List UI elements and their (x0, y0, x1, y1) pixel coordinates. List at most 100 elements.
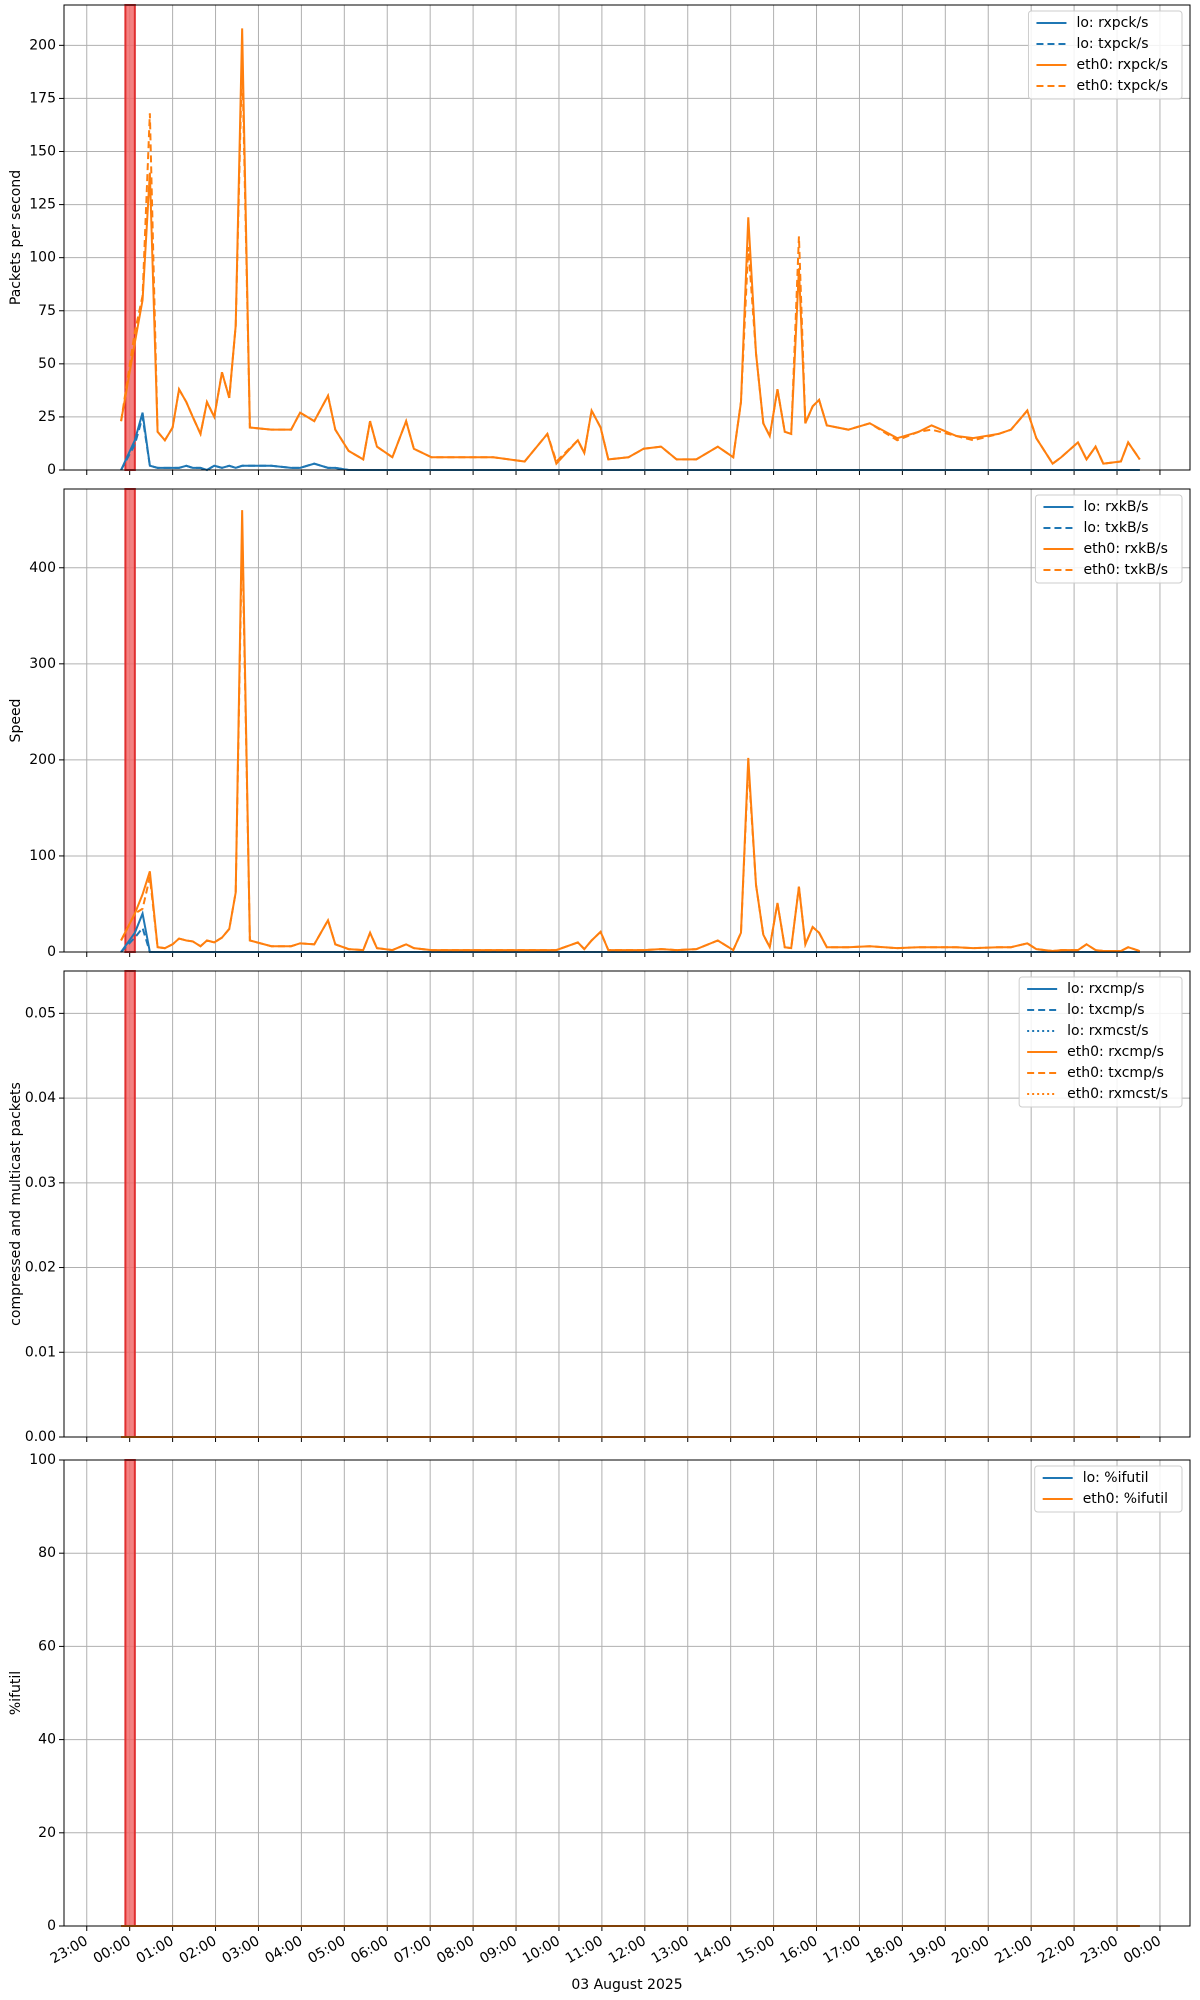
y-tick-label: 0.04 (25, 1090, 56, 1106)
legend-label: eth0: txcmp/s (1067, 1065, 1164, 1081)
series-line (120, 55, 1141, 466)
y-tick-label: 0.03 (25, 1175, 56, 1191)
legend-label: eth0: rxpck/s (1076, 57, 1167, 73)
x-tick-label: 03:00 (220, 1933, 263, 1967)
legend-label: lo: txcmp/s (1067, 1002, 1144, 1018)
legend-label: eth0: rxkB/s (1083, 541, 1167, 557)
y-tick-label: 0 (47, 944, 56, 960)
legend-label: eth0: rxcmp/s (1067, 1044, 1164, 1060)
x-tick-label: 10:00 (520, 1933, 563, 1967)
y-tick-label: 0.05 (25, 1005, 56, 1021)
legend: lo: rxkB/s lo: txkB/s eth0: rxkB/s eth0: tx… (1034, 494, 1183, 584)
series-line (120, 529, 1141, 953)
y-tick-label: 400 (29, 560, 56, 576)
legend-label: eth0: %ifutil (1083, 1491, 1168, 1507)
y-axis-label: Packets per second (8, 170, 24, 305)
highlight-span (124, 1459, 136, 1927)
y-tick-label: 25 (38, 409, 56, 425)
series-line (120, 510, 1141, 953)
x-tick-label: 05:00 (305, 1933, 348, 1967)
legend-box (1034, 494, 1183, 584)
highlight-span (124, 488, 136, 953)
x-tick-label: 18:00 (863, 1933, 906, 1967)
legend-box (1027, 10, 1183, 100)
plot-frame (63, 1459, 1191, 1927)
legend-label: lo: %ifutil (1083, 1470, 1149, 1486)
x-tick-label: 09:00 (477, 1933, 520, 1967)
x-tick-label: 19:00 (906, 1933, 949, 1967)
x-tick-label: 02:00 (177, 1933, 220, 1967)
y-tick-label: 0 (47, 1918, 56, 1934)
y-tick-label: 0.02 (25, 1260, 56, 1276)
highlight-span (124, 4, 136, 471)
x-tick-label: 20:00 (949, 1933, 992, 1967)
series-line (120, 416, 1140, 472)
x-tick-label: 14:00 (692, 1933, 735, 1967)
series-line (120, 412, 1140, 472)
x-tick-label: 01:00 (134, 1933, 177, 1967)
legend-label: lo: rxcmp/s (1067, 981, 1144, 997)
legend-label: lo: txkB/s (1083, 520, 1148, 536)
legend: lo: rxpck/s lo: txpck/s eth0: rxpck/s eth0:… (1027, 10, 1183, 100)
legend: lo: rxcmp/s lo: txcmp/s lo: rxmcst/s eth0: … (1018, 976, 1183, 1108)
x-tick-label: 04:00 (262, 1933, 305, 1967)
series-line (120, 28, 1141, 466)
x-tick-label: 12:00 (606, 1933, 649, 1967)
y-tick-label: 40 (38, 1732, 56, 1748)
x-tick-label: 16:00 (778, 1933, 821, 1967)
legend-label: lo: rxkB/s (1083, 499, 1148, 515)
plot-frame (63, 4, 1191, 471)
x-tick-label: 00:00 (91, 1933, 134, 1967)
y-tick-label: 0.00 (25, 1429, 56, 1445)
y-tick-label: 100 (29, 1452, 56, 1468)
legend-box (1018, 976, 1183, 1108)
y-tick-label: 200 (29, 752, 56, 768)
highlight-span (124, 970, 136, 1438)
x-tick-label: 06:00 (348, 1933, 391, 1967)
panel: 0.00 0.01 0.02 0.03 0.04 0.05 (25, 970, 1190, 1445)
y-tick-label: 175 (29, 90, 56, 106)
y-tick-label: 80 (38, 1545, 56, 1561)
y-tick-label: 125 (29, 197, 56, 213)
legend-label: lo: rxmcst/s (1067, 1023, 1148, 1039)
legend-label: lo: rxpck/s (1076, 15, 1148, 31)
x-tick-label: 07:00 (391, 1933, 434, 1967)
x-axis-label: 03 August 2025 (571, 1977, 682, 1993)
panel: 0 100 200 300 400 (29, 488, 1190, 960)
y-tick-label: 60 (38, 1638, 56, 1654)
y-tick-label: 150 (29, 144, 56, 160)
y-axis-label: compressed and multicast packets (8, 1082, 24, 1326)
y-tick-label: 100 (29, 250, 56, 266)
y-tick-label: 0 (47, 462, 56, 478)
y-tick-label: 0.01 (25, 1344, 56, 1360)
legend-label: eth0: rxmcst/s (1067, 1086, 1168, 1102)
x-tick-label: 00:00 (1121, 1933, 1164, 1967)
y-axis-label: Speed (8, 699, 24, 743)
legend-label: eth0: txpck/s (1076, 78, 1168, 94)
x-tick-label: 17:00 (821, 1933, 864, 1967)
x-tick-label: 23:00 (48, 1933, 91, 1967)
x-tick-label: 11:00 (563, 1933, 606, 1967)
legend-label: eth0: txkB/s (1083, 562, 1168, 578)
x-tick-label: 22:00 (1035, 1933, 1078, 1967)
y-tick-label: 100 (29, 848, 56, 864)
y-tick-label: 20 (38, 1825, 56, 1841)
y-tick-label: 50 (38, 356, 56, 372)
plot-frame (63, 970, 1191, 1438)
y-tick-label: 300 (29, 656, 56, 672)
x-tick-label: 08:00 (434, 1933, 477, 1967)
plot-frame (63, 488, 1191, 953)
legend: lo: %ifutil eth0: %ifutil (1034, 1465, 1183, 1513)
x-tick-label: 15:00 (735, 1933, 778, 1967)
panel: 0 25 50 75 100 125 150 175 200 (29, 4, 1190, 478)
y-tick-label: 200 (29, 37, 56, 53)
legend-label: lo: txpck/s (1076, 36, 1148, 52)
y-tick-label: 75 (38, 303, 56, 319)
x-tick-label: 23:00 (1078, 1933, 1121, 1967)
x-tick-label: 21:00 (992, 1933, 1035, 1967)
x-tick-label: 13:00 (649, 1933, 692, 1967)
y-axis-label: %ifutil (8, 1671, 24, 1715)
